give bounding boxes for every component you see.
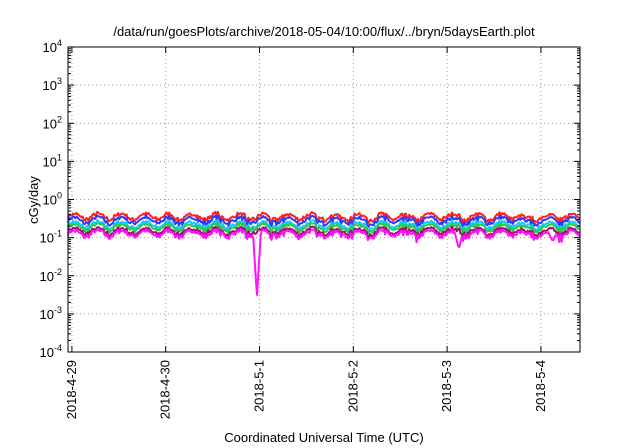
- y-tick-label: 10-3: [40, 305, 62, 322]
- grid: [68, 47, 580, 352]
- y-tick-exponent: 3: [57, 76, 62, 86]
- x-tick-label: 2018-5-2: [345, 360, 360, 412]
- x-tick-label: 2018-4-30: [158, 360, 173, 419]
- series-line: [67, 227, 580, 296]
- y-tick-exponent: -1: [54, 229, 62, 239]
- y-tick-label: 101: [43, 152, 62, 169]
- series-group: [67, 210, 581, 296]
- y-tick-base: 10: [43, 193, 57, 208]
- y-tick-base: 10: [43, 116, 57, 131]
- y-tick-exponent: 2: [57, 114, 62, 124]
- y-tick-exponent: 4: [57, 38, 62, 48]
- y-tick-base: 10: [40, 345, 54, 360]
- y-tick-label: 100: [43, 191, 62, 208]
- x-tick-label: 2018-4-29: [64, 360, 79, 419]
- x-tick-label: 2018-5-1: [252, 360, 267, 412]
- y-tick-exponent: 1: [57, 152, 62, 162]
- y-tick-exponent: -3: [54, 305, 62, 315]
- y-tick-exponent: -2: [54, 267, 62, 277]
- series-line: [67, 214, 581, 230]
- y-tick-base: 10: [43, 40, 57, 55]
- y-tick-label: 10-1: [40, 229, 62, 246]
- y-tick-label: 104: [43, 38, 62, 55]
- y-tick-base: 10: [43, 154, 57, 169]
- y-tick-label: 10-2: [40, 267, 62, 284]
- x-tick-label: 2018-5-3: [439, 360, 454, 412]
- x-axis: 2018-4-29 2018-4-30 2018-5-1 2018-5-2 2018-5…: [64, 47, 548, 419]
- y-tick-exponent: 0: [57, 191, 62, 201]
- x-axis-label: Coordinated Universal Time (UTC): [224, 430, 423, 445]
- y-axis-label: cGy/day: [26, 176, 41, 224]
- y-tick-label: 10-4: [40, 343, 62, 360]
- y-tick-label: 103: [43, 76, 62, 93]
- chart-title: /data/run/goesPlots/archive/2018-05-04/1…: [113, 24, 535, 39]
- y-tick-base: 10: [43, 78, 57, 93]
- y-tick-base: 10: [40, 269, 54, 284]
- x-tick-label: 2018-5-4: [533, 360, 548, 412]
- y-tick-base: 10: [40, 307, 54, 322]
- series-line: [67, 210, 581, 227]
- y-tick-exponent: -4: [54, 343, 62, 353]
- y-tick-base: 10: [40, 231, 54, 246]
- y-tick-label: 102: [43, 114, 62, 131]
